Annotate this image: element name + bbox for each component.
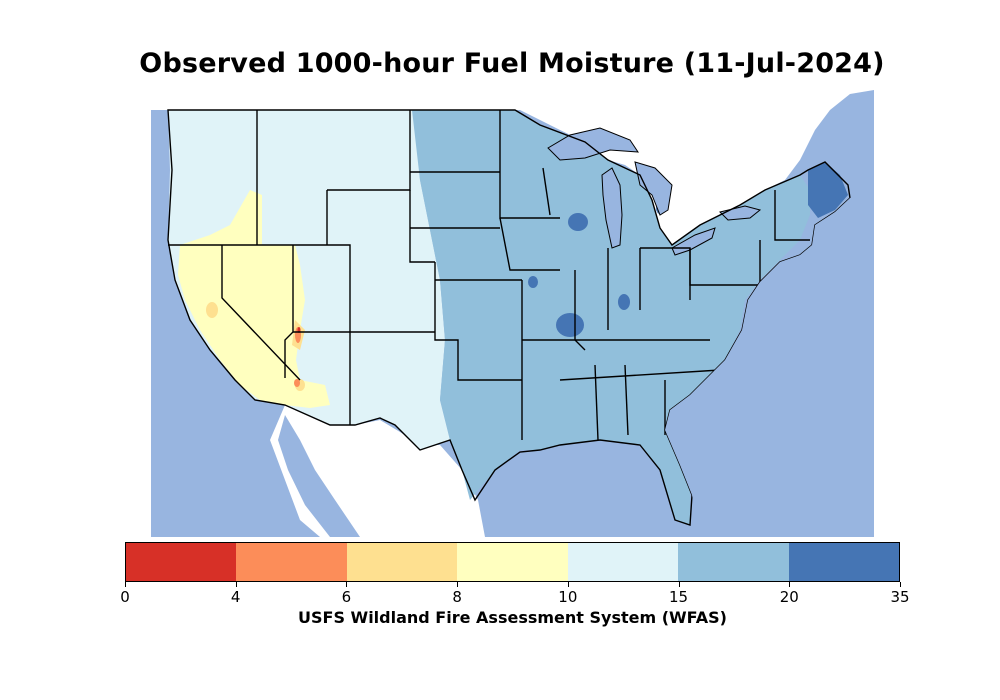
lake-michigan [601,167,623,249]
zone-20-35-maine [808,162,848,218]
zone-6-8-patch-2 [206,302,218,318]
colorbar-tick-label: 35 [890,588,910,606]
zone-4-6-patch-2 [294,379,300,387]
map-title: Observed 1000-hour Fuel Moisture (11-Jul… [139,48,885,79]
colorbar-tick [235,582,237,587]
zone-20-35-wisconsin [568,213,588,231]
colorbar-tick-label: 20 [779,588,799,606]
colorbar-tick-label: 4 [230,588,241,606]
zone-20-35-iowa [528,276,538,288]
fuel-moisture-map [151,84,874,537]
colorbar-tick [125,582,126,587]
colorbar-tick [457,582,459,587]
colorbar-bin-4-6 [236,543,347,581]
zone-15-20-east [412,110,810,525]
colorbar-tick [346,582,348,587]
lake-huron [634,161,673,216]
colorbar-tick [900,582,901,587]
colorbar-tick-label: 10 [558,588,578,606]
lake-ontario [719,205,762,221]
atlantic-ocean [665,190,874,537]
colorbar-tick-label: 6 [341,588,352,606]
zone-20-35-kentucky [618,294,630,310]
colorbar-tick-label: 15 [669,588,689,606]
source-label: USFS Wildland Fire Assessment System (WF… [298,608,727,627]
colorbar [125,542,900,582]
colorbar-tick-label: 8 [452,588,462,606]
colorbar-bin-10-15 [567,543,679,581]
colorbar-bin-20-35 [788,543,899,581]
colorbar-bin-0-4 [126,543,237,581]
zone-20-35-missouri [556,313,584,337]
colorbar-bin-8-10 [457,543,568,581]
colorbar-ticks: 0 4 6 8 10 15 20 35 [120,582,910,612]
colorbar-tick [678,582,680,587]
canada-land [151,84,874,245]
colorbar-tick [789,582,791,587]
colorbar-tick-label: 0 [120,588,130,606]
colorbar-bin-6-8 [346,543,458,581]
colorbar-bin-15-20 [678,543,789,581]
gulf-of-california [278,415,360,537]
colorbar-tick [567,582,569,587]
